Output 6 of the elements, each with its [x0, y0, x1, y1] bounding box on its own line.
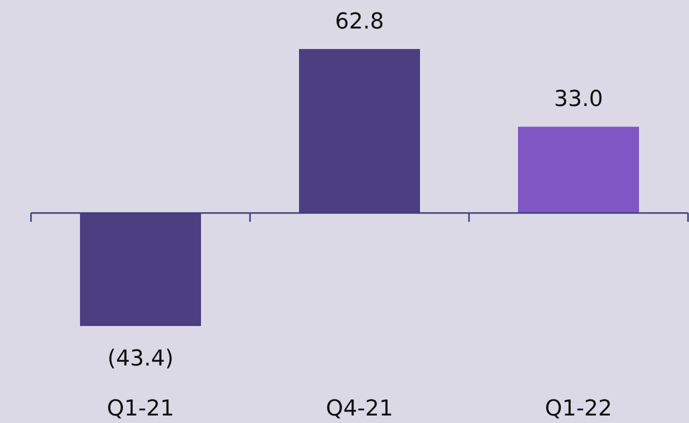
- x-tick-label: Q4-21: [326, 396, 394, 422]
- data-label: 33.0: [554, 87, 603, 112]
- x-tick-label: Q1-21: [106, 396, 174, 422]
- data-label: (43.4): [107, 346, 174, 372]
- x-tick-label: Q1-22: [544, 396, 612, 422]
- data-label: 62.8: [335, 10, 384, 34]
